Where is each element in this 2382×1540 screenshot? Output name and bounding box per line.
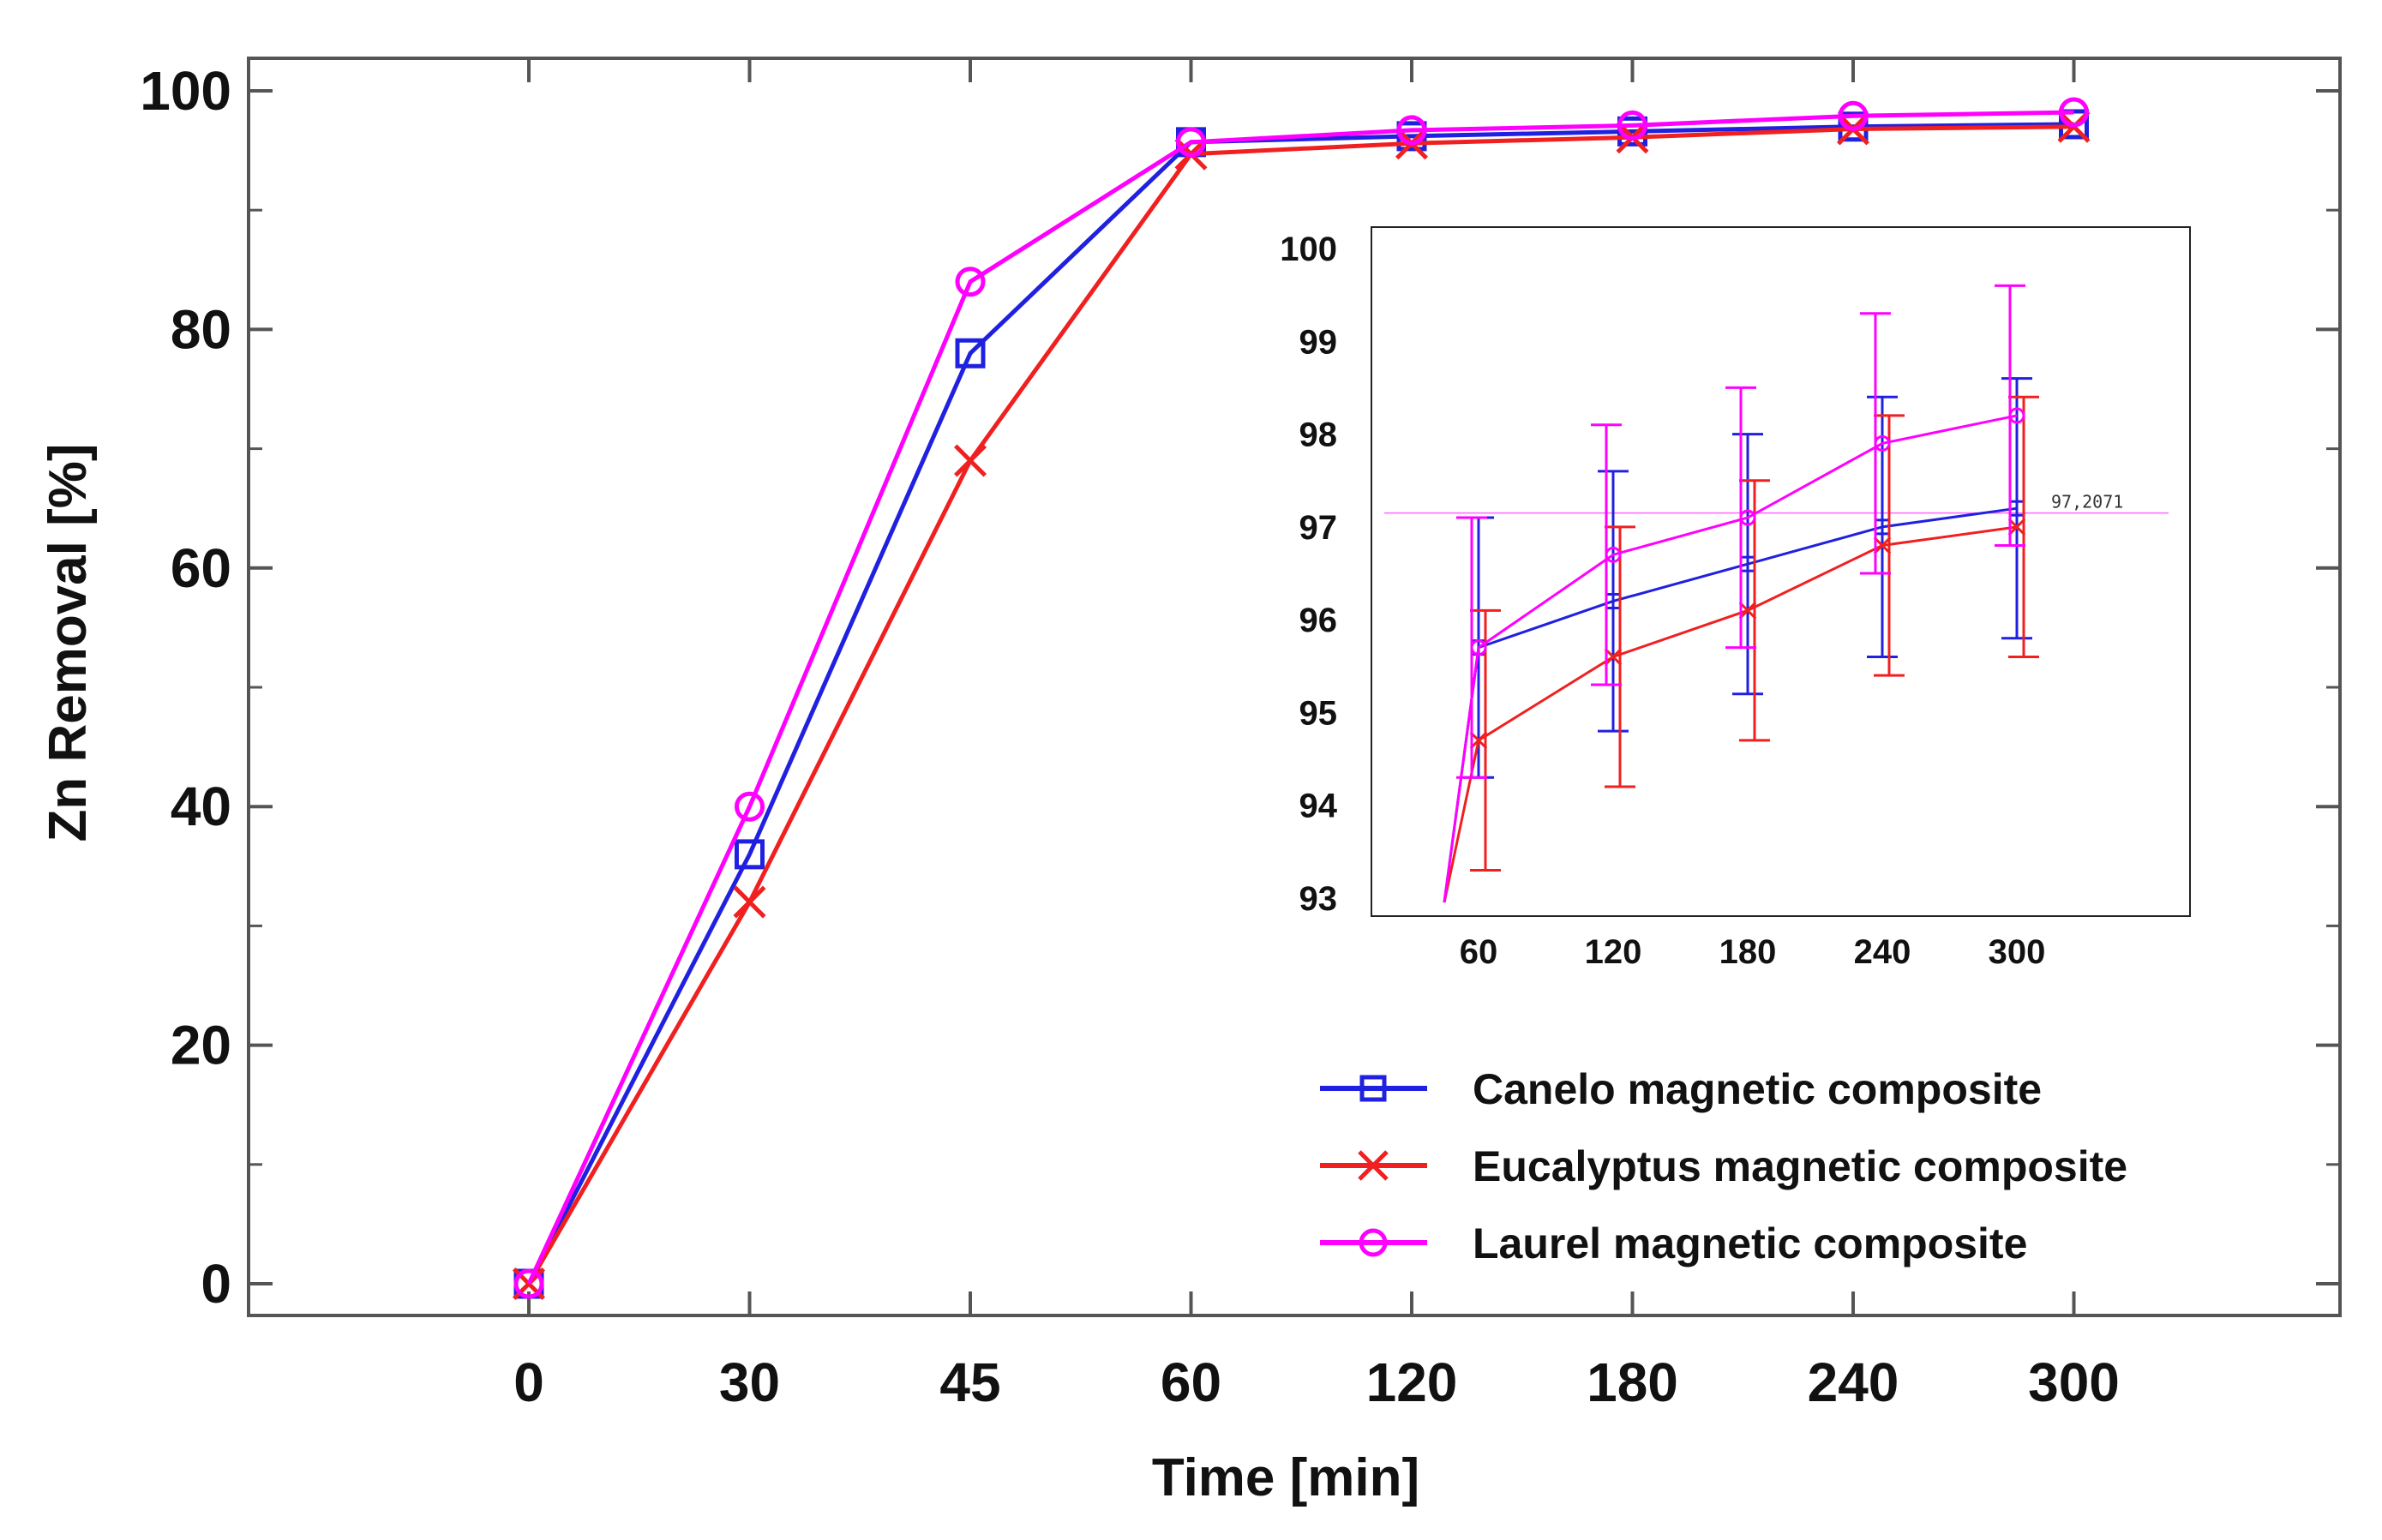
legend-label-laurel: Laurel magnetic composite [1473, 1219, 2027, 1267]
main-data-point [2059, 97, 2089, 128]
main-data-point [1838, 100, 1869, 131]
inset-x-axis: 60 120 180 240 300 [1460, 933, 2046, 971]
main-data-point [733, 885, 766, 919]
main-y-tick-label: 100 [140, 60, 231, 122]
main-y-tick-label: 60 [171, 537, 231, 599]
inset-data-point [1873, 536, 1892, 554]
inset-frame [1371, 226, 2191, 917]
inset-data-point [2008, 407, 2025, 424]
main-x-tick-label: 30 [719, 1351, 780, 1413]
inset-data-point [1604, 648, 1623, 666]
inset-y-tick-label: 93 [1299, 880, 1338, 918]
inset-series-group [1443, 284, 2039, 903]
inset-chart: 93 94 95 96 97 98 99 100 60 120 180 240 300 97,2071 [1280, 226, 2191, 971]
main-x-tick-label: 60 [1161, 1351, 1221, 1413]
inset-x-tick-label: 60 [1460, 933, 1498, 971]
legend-marker-circle [1359, 1228, 1388, 1257]
inset-y-tick-label: 95 [1299, 694, 1338, 732]
inset-y-tick-label: 97 [1299, 509, 1338, 547]
main-x-axis-title: Time [min] [1152, 1448, 1419, 1507]
main-data-point [2059, 109, 2089, 140]
inset-x-tick-label: 300 [1989, 933, 2046, 971]
inset-data-point [1738, 602, 1757, 620]
inset-y-tick-label: 96 [1299, 602, 1338, 639]
inset-data-point [1739, 509, 1756, 526]
main-data-point [1176, 127, 1206, 158]
inset-x-tick-label: 240 [1854, 933, 1911, 971]
main-data-point [953, 444, 987, 477]
main-y-tick-label: 40 [171, 776, 231, 837]
main-x-tick-label: 300 [2028, 1351, 2120, 1413]
main-series-line [526, 122, 2074, 1285]
inset-y-tick-label: 99 [1299, 323, 1338, 361]
inset-x-tick-label: 120 [1585, 933, 1642, 971]
inset-data-point [1470, 639, 1487, 656]
inset-x-tick-label: 180 [1719, 933, 1777, 971]
inset-data-point [1874, 434, 1891, 452]
legend-item-eucalyptus: Eucalyptus magnetic composite [1320, 1142, 2127, 1190]
main-y-tick-label: 0 [201, 1253, 231, 1315]
legend-marker-x [1358, 1150, 1389, 1181]
main-x-tick-label: 240 [1808, 1351, 1899, 1413]
inset-data-point [1469, 731, 1488, 750]
legend-item-canelo: Canelo magnetic composite [1320, 1065, 2042, 1113]
main-data-point [735, 839, 765, 870]
legend: Canelo magnetic composite Eucalyptus mag… [1320, 1065, 2127, 1267]
inset-annotation: 97,2071 [2051, 492, 2123, 512]
inset-data-point [1605, 546, 1622, 563]
inset-y-tick-label: 94 [1299, 788, 1338, 825]
main-y-tick-label: 20 [171, 1015, 231, 1076]
main-x-tick-label: 45 [939, 1351, 1000, 1413]
main-data-point [735, 791, 765, 822]
inset-y-axis: 93 94 95 96 97 98 99 100 [1280, 231, 1337, 918]
main-y-axis: 0 20 40 60 80 100 [140, 60, 2340, 1315]
main-data-point [1617, 110, 1647, 141]
main-data-point [513, 1268, 544, 1299]
main-y-tick-label: 80 [171, 298, 231, 360]
legend-label-eucalyptus: Eucalyptus magnetic composite [1473, 1142, 2127, 1190]
main-x-tick-label: 120 [1366, 1351, 1458, 1413]
main-data-point [955, 267, 986, 297]
legend-item-laurel: Laurel magnetic composite [1320, 1219, 2027, 1267]
legend-marker-square [1359, 1075, 1387, 1102]
main-y-axis-title: Zn Removal [%] [39, 443, 98, 842]
main-data-point [1396, 115, 1427, 146]
main-series-group [512, 97, 2091, 1301]
main-x-tick-label: 180 [1587, 1351, 1678, 1413]
inset-series-lead-line [1443, 647, 1480, 903]
main-series-line [526, 110, 2074, 1285]
main-x-tick-label: 0 [513, 1351, 544, 1413]
inset-data-point [2007, 518, 2026, 536]
main-x-axis: 0 30 45 60 120 180 240 300 [513, 58, 2120, 1413]
inset-series-line [1478, 506, 2018, 650]
inset-y-tick-label: 100 [1280, 231, 1337, 268]
main-data-point [955, 338, 986, 369]
main-series-line [526, 124, 2074, 1285]
legend-label-canelo: Canelo magnetic composite [1473, 1065, 2042, 1113]
inset-y-tick-label: 98 [1299, 416, 1338, 454]
inset-series-line [1478, 414, 2018, 649]
